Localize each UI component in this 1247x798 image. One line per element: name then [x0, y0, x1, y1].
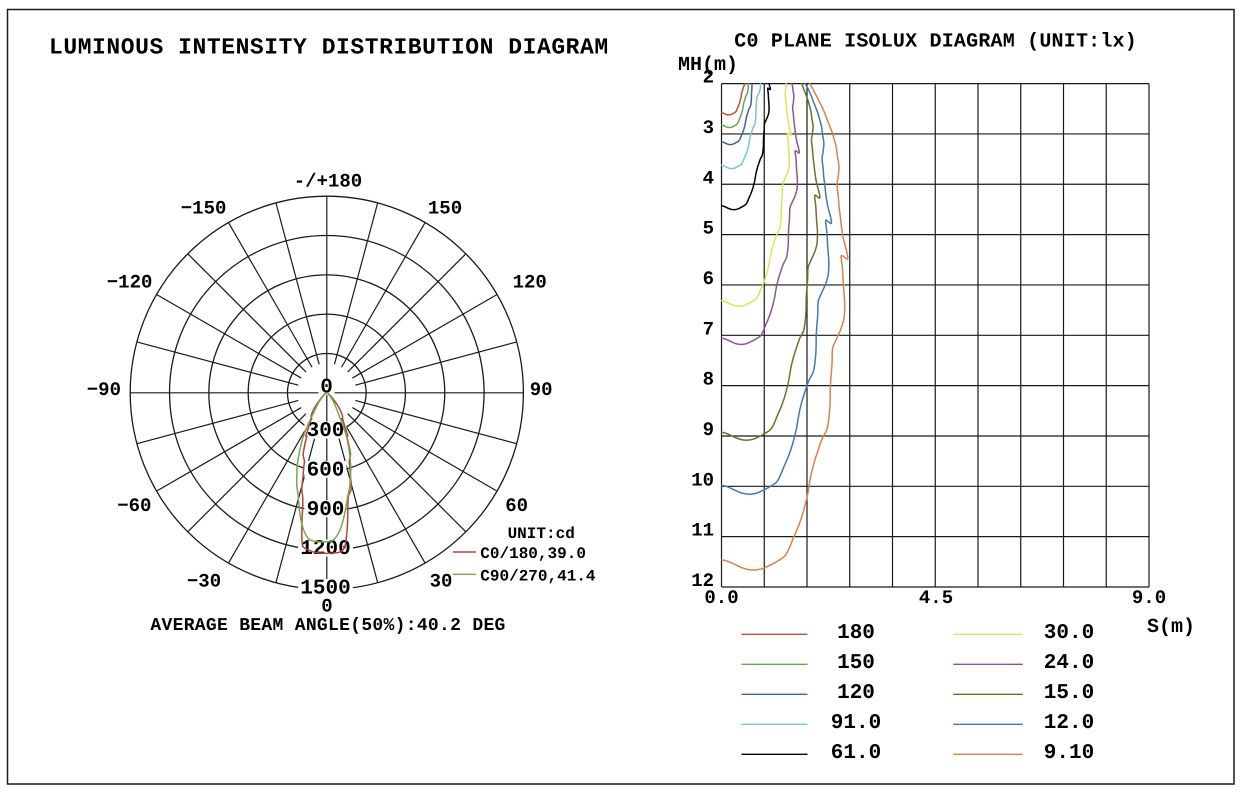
svg-text:−60: −60 — [117, 495, 151, 517]
svg-text:180: 180 — [837, 622, 875, 645]
svg-text:150: 150 — [837, 652, 875, 675]
svg-text:C90/270,41.4: C90/270,41.4 — [480, 567, 596, 585]
svg-text:90: 90 — [530, 379, 553, 401]
svg-text:−150: −150 — [181, 198, 227, 220]
svg-text:15.0: 15.0 — [1044, 682, 1094, 705]
svg-text:6: 6 — [703, 268, 714, 290]
svg-text:120: 120 — [837, 682, 875, 705]
svg-text:10: 10 — [691, 469, 714, 491]
svg-text:1200: 1200 — [300, 538, 350, 561]
svg-text:91.0: 91.0 — [831, 712, 881, 735]
svg-text:120: 120 — [513, 272, 547, 294]
svg-text:S(m): S(m) — [1147, 616, 1195, 639]
svg-text:24.0: 24.0 — [1044, 652, 1094, 675]
svg-text:4: 4 — [703, 167, 714, 189]
svg-text:30: 30 — [430, 571, 453, 593]
svg-text:600: 600 — [307, 459, 345, 482]
svg-text:1500: 1500 — [300, 577, 350, 600]
svg-text:−30: −30 — [187, 571, 221, 593]
svg-text:9: 9 — [703, 419, 714, 441]
svg-text:MH(m): MH(m) — [678, 54, 738, 77]
svg-text:-/+180: -/+180 — [294, 171, 362, 193]
svg-text:C0/180,39.0: C0/180,39.0 — [480, 545, 586, 563]
svg-text:60: 60 — [505, 495, 528, 517]
svg-text:300: 300 — [307, 420, 345, 443]
svg-text:8: 8 — [703, 369, 714, 391]
svg-text:0: 0 — [321, 596, 332, 618]
svg-text:−90: −90 — [87, 379, 121, 401]
svg-text:61.0: 61.0 — [831, 742, 881, 765]
svg-text:3: 3 — [703, 117, 714, 139]
svg-text:0.0: 0.0 — [704, 587, 738, 609]
svg-text:150: 150 — [428, 198, 462, 220]
svg-text:2: 2 — [703, 67, 714, 89]
svg-text:30.0: 30.0 — [1044, 622, 1094, 645]
svg-text:C0 PLANE ISOLUX DIAGRAM (UNIT:: C0 PLANE ISOLUX DIAGRAM (UNIT:lx) — [734, 31, 1137, 54]
svg-text:900: 900 — [307, 499, 345, 522]
svg-text:12: 12 — [691, 570, 714, 592]
svg-text:4.5: 4.5 — [919, 587, 953, 609]
svg-text:5: 5 — [703, 218, 714, 240]
svg-text:12.0: 12.0 — [1044, 712, 1094, 735]
svg-text:−120: −120 — [107, 272, 153, 294]
svg-text:UNIT:cd: UNIT:cd — [508, 525, 575, 543]
svg-text:0: 0 — [320, 377, 333, 400]
svg-text:AVERAGE BEAM ANGLE(50%):40.2 D: AVERAGE BEAM ANGLE(50%):40.2 DEG — [150, 616, 505, 636]
svg-text:7: 7 — [703, 318, 714, 340]
svg-text:11: 11 — [691, 520, 714, 542]
svg-text:LUMINOUS INTENSITY DISTRIBUTIO: LUMINOUS INTENSITY DISTRIBUTION DIAGRAM — [49, 35, 609, 61]
svg-text:9.0: 9.0 — [1132, 587, 1166, 609]
svg-text:9.10: 9.10 — [1044, 742, 1094, 765]
